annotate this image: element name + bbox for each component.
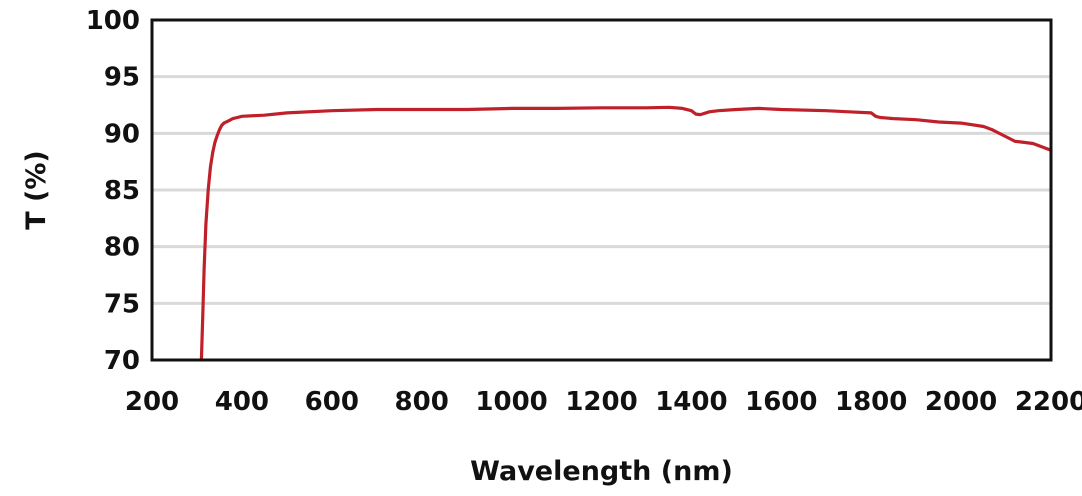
x-tick-label: 1600 <box>745 387 817 417</box>
y-tick-label: 100 <box>86 6 140 36</box>
y-axis-title: T (%) <box>21 150 52 230</box>
plot-frame <box>150 18 1053 362</box>
y-tick-label: 90 <box>104 119 140 149</box>
x-tick-label: 1400 <box>655 387 727 417</box>
y-tick-label: 80 <box>104 233 140 263</box>
x-tick-label: 2000 <box>925 387 997 417</box>
y-tick-label: 85 <box>104 176 140 206</box>
x-tick-label: 1000 <box>475 387 547 417</box>
x-tick-label: 200 <box>125 387 179 417</box>
x-tick-label: 800 <box>395 387 449 417</box>
x-tick-label: 2200 <box>1015 387 1082 417</box>
grid-lines <box>152 75 1051 305</box>
y-tick-labels: 100 95 90 85 80 75 70 <box>86 6 140 376</box>
y-tick-label: 95 <box>104 63 140 93</box>
x-tick-labels: 200 400 600 800 1000 1200 1400 1600 1800 2000 2200 <box>125 387 1082 417</box>
y-tick-label: 70 <box>104 346 140 376</box>
x-tick-label: 1200 <box>565 387 637 417</box>
x-axis-title: Wavelength (nm) <box>470 456 733 487</box>
x-tick-label: 600 <box>305 387 359 417</box>
transmission-curve <box>199 105 1053 362</box>
x-tick-label: 400 <box>215 387 269 417</box>
x-tick-label: 1800 <box>835 387 907 417</box>
series-layer <box>199 105 1053 362</box>
y-tick-label: 75 <box>104 289 140 319</box>
